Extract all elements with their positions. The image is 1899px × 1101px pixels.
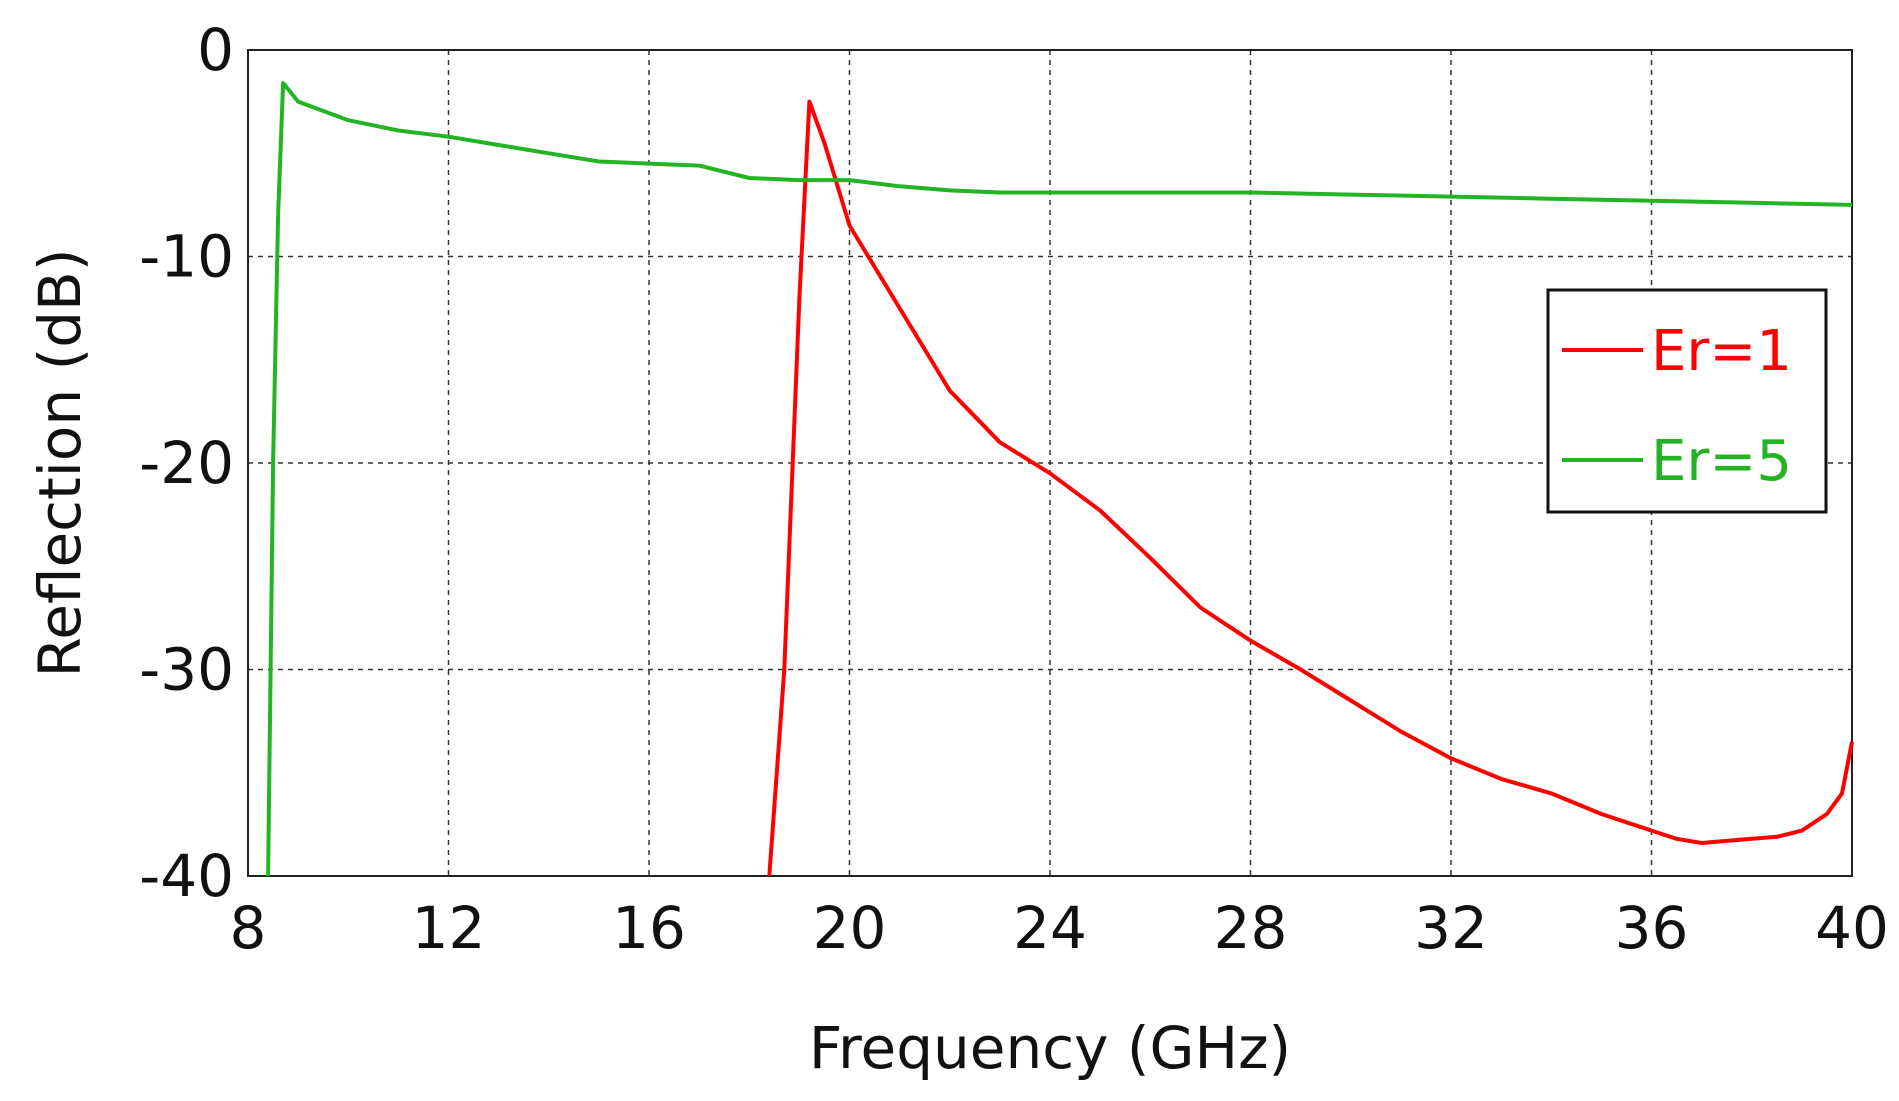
tick-labels: 8 12 16 20 24 28 32 36 40 0 -10 -20 -30 -40 (139, 16, 1889, 962)
y-tick-label: -20 (139, 429, 234, 497)
series-line-er1 (767, 99, 1854, 877)
x-tick-label: 20 (813, 894, 887, 962)
x-tick-label: 32 (1414, 894, 1488, 962)
x-tick-label: 40 (1815, 894, 1889, 962)
legend-box (1546, 288, 1828, 514)
series-lines (266, 81, 1854, 877)
x-tick-label: 36 (1615, 894, 1689, 962)
x-tick-label: 16 (612, 894, 686, 962)
x-tick-label: 12 (412, 894, 486, 962)
y-tick-label: -40 (139, 842, 234, 910)
series-line-er5 (266, 81, 1853, 877)
x-tick-label: 8 (230, 894, 267, 962)
legend-label-er5: Er=5 (1651, 429, 1792, 494)
x-axis-label: Frequency (GHz) (809, 1014, 1291, 1082)
x-tick-label: 24 (1013, 894, 1087, 962)
y-axis-label: Reflection (dB) (26, 249, 94, 678)
y-tick-label: -30 (139, 636, 234, 704)
x-tick-label: 28 (1214, 894, 1288, 962)
plot-frame (247, 49, 1853, 877)
legend-label-er1: Er=1 (1651, 319, 1792, 384)
legend: Er=1 Er=5 (1546, 288, 1828, 514)
y-tick-label: -10 (139, 223, 234, 291)
y-tick-label: 0 (197, 16, 234, 84)
